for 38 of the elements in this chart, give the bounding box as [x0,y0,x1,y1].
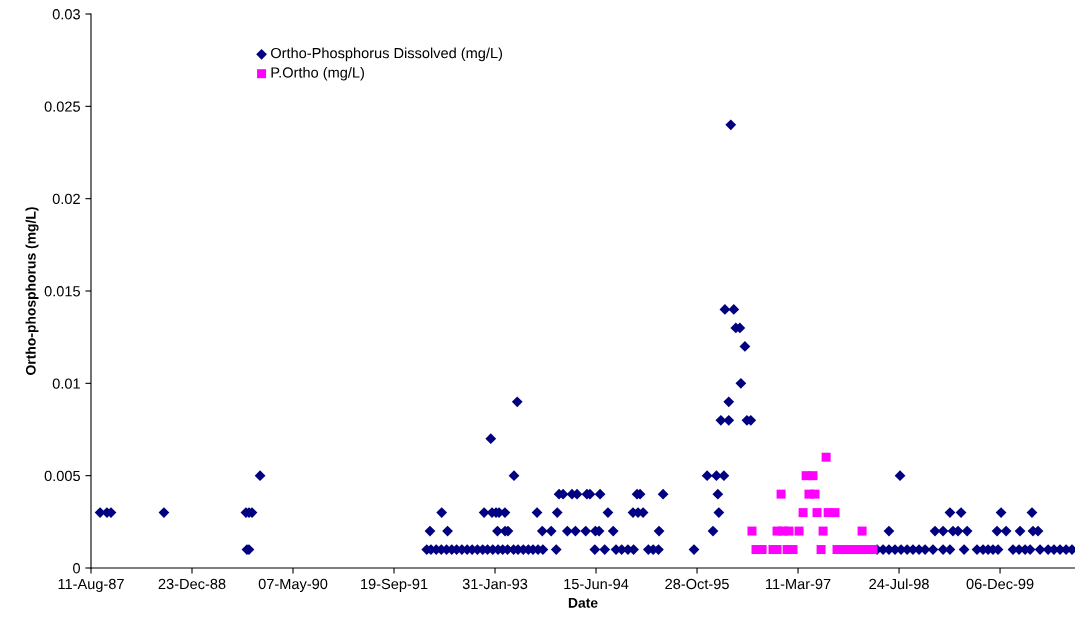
point [798,508,808,518]
y-tick-label: 0.025 [44,101,80,112]
legend-label: P.Ortho (mg/L) [271,66,364,81]
y-tick-label: 0.015 [44,286,80,297]
point [818,526,828,536]
x-axis-title: Date [568,598,598,608]
point [830,508,840,518]
y-tick-label: 0.02 [52,193,80,205]
y-tick-label: 0.01 [52,378,80,389]
point [788,545,798,555]
point [772,545,782,555]
x-tick-label: 28-Oct-95 [665,578,729,590]
x-tick-label: 31-Jan-93 [462,578,528,590]
x-tick-label: 15-Jun-94 [564,578,629,590]
y-tick-label: 0 [73,563,81,574]
x-tick-label: 11-Aug-87 [58,578,124,593]
legend-label: Ortho-Phosphorus Dissolved (mg/L) [271,47,503,62]
x-tick-label: 19-Sep-91 [361,578,428,593]
point [857,526,867,536]
point [784,526,794,536]
x-tick-label: 23-Dec-88 [158,578,226,590]
point [747,526,757,536]
y-tick-label: 0.005 [44,470,80,482]
point [794,526,804,536]
point [821,452,831,462]
point [868,545,878,555]
point [812,508,822,518]
x-tick-label: 11-Mar-97 [766,578,831,590]
point [816,545,826,555]
x-tick-label: 06-Dec-99 [966,578,1034,590]
point [757,545,767,555]
y-axis-title: Ortho-phosphorus (mg/L) [25,207,39,375]
x-tick-label: 07-May-90 [258,578,328,593]
point [810,489,820,499]
point [776,489,786,499]
point [808,471,818,481]
x-tick-label: 24-Jul-98 [869,578,929,590]
y-tick-label: 0.03 [52,9,80,20]
